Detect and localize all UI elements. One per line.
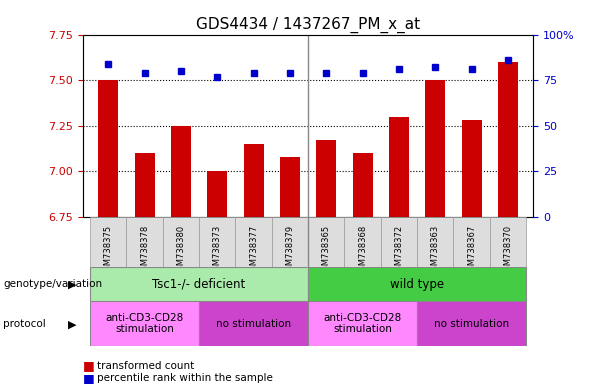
Bar <box>272 217 308 267</box>
Text: GSM738373: GSM738373 <box>213 224 222 276</box>
Text: ■: ■ <box>83 372 94 384</box>
Text: GSM738379: GSM738379 <box>286 224 294 276</box>
Text: GSM738375: GSM738375 <box>104 224 113 276</box>
Title: GDS4434 / 1437267_PM_x_at: GDS4434 / 1437267_PM_x_at <box>196 17 420 33</box>
Text: anti-CD3-CD28
stimulation: anti-CD3-CD28 stimulation <box>105 313 184 334</box>
Bar <box>280 157 300 217</box>
Bar <box>308 301 417 346</box>
Text: Tsc1-/- deficient: Tsc1-/- deficient <box>153 278 246 291</box>
Text: GSM738380: GSM738380 <box>177 224 185 276</box>
Text: protocol: protocol <box>3 319 46 329</box>
Bar <box>134 153 154 217</box>
Bar <box>243 144 264 217</box>
Bar <box>162 217 199 267</box>
Text: GSM738377: GSM738377 <box>249 224 258 276</box>
Text: no stimulation: no stimulation <box>216 318 291 329</box>
Bar <box>352 153 373 217</box>
Text: GSM738367: GSM738367 <box>467 224 476 276</box>
Bar <box>235 217 272 267</box>
Bar <box>126 217 162 267</box>
Bar <box>308 217 345 267</box>
Bar <box>199 301 308 346</box>
Text: GSM738368: GSM738368 <box>358 224 367 276</box>
Text: genotype/variation: genotype/variation <box>3 279 102 289</box>
Text: ■: ■ <box>83 359 94 372</box>
Text: GSM738370: GSM738370 <box>503 224 512 276</box>
Bar <box>454 217 490 267</box>
Bar <box>417 301 526 346</box>
Text: transformed count: transformed count <box>97 361 194 371</box>
Text: percentile rank within the sample: percentile rank within the sample <box>97 373 273 383</box>
Bar <box>498 62 518 217</box>
Text: anti-CD3-CD28
stimulation: anti-CD3-CD28 stimulation <box>324 313 402 334</box>
Text: GSM738372: GSM738372 <box>394 224 403 276</box>
Bar <box>345 217 381 267</box>
Text: ▶: ▶ <box>68 319 77 329</box>
Bar <box>381 217 417 267</box>
Bar <box>199 217 235 267</box>
Bar <box>389 117 409 217</box>
Text: GSM738363: GSM738363 <box>431 224 440 276</box>
Text: no stimulation: no stimulation <box>434 318 509 329</box>
Bar <box>308 267 526 301</box>
Bar <box>462 120 482 217</box>
Bar <box>90 267 308 301</box>
Bar <box>171 126 191 217</box>
Bar <box>316 141 336 217</box>
Bar <box>425 80 445 217</box>
Bar <box>417 217 454 267</box>
Bar <box>90 217 126 267</box>
Text: GSM738365: GSM738365 <box>322 224 330 276</box>
Text: wild type: wild type <box>390 278 444 291</box>
Bar <box>207 171 227 217</box>
Text: ▶: ▶ <box>68 279 77 289</box>
Bar <box>490 217 526 267</box>
Bar <box>98 80 118 217</box>
Text: GSM738378: GSM738378 <box>140 224 149 276</box>
Bar <box>90 301 199 346</box>
